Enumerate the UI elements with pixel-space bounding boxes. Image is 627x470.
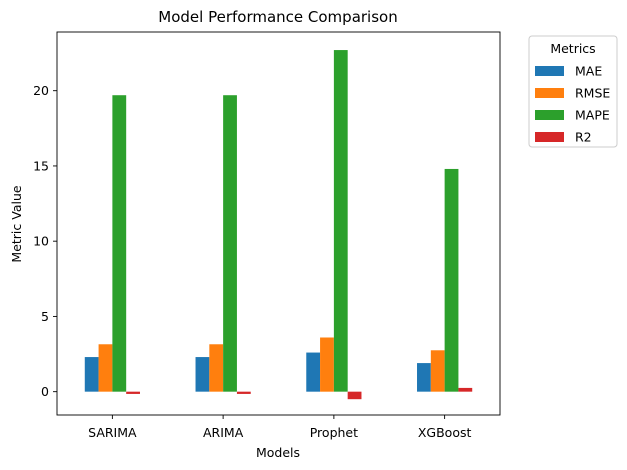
- axes-frame: [56, 31, 501, 416]
- bar-mae-arima: [195, 357, 210, 392]
- legend-label-mape: MAPE: [575, 108, 610, 123]
- legend-swatch-rmse: [535, 88, 564, 98]
- bar-mae-xgboost: [417, 363, 431, 392]
- legend-title: Metrics: [550, 41, 595, 56]
- x-tick-label: XGBoost: [418, 425, 472, 440]
- bar-rmse-xgboost: [430, 350, 445, 392]
- bar-mape-xgboost: [444, 168, 459, 392]
- x-tick-label: ARIMA: [203, 425, 244, 440]
- x-axis-label: Models: [256, 445, 300, 460]
- legend-label-mae: MAE: [575, 64, 602, 79]
- legend-label-rmse: RMSE: [575, 86, 610, 101]
- y-tick-label: 15: [33, 158, 49, 173]
- y-tick-label: 5: [41, 309, 49, 324]
- chart-title: Model Performance Comparison: [158, 8, 397, 26]
- bar-r2-sarima: [126, 391, 140, 394]
- x-tick-label: Prophet: [310, 425, 358, 440]
- bar-mape-prophet: [333, 50, 348, 392]
- bar-rmse-arima: [209, 344, 224, 392]
- bar-mape-arima: [223, 95, 237, 392]
- bar-mape-sarima: [112, 95, 127, 392]
- plot-area: 0 5 10 15 20 SARIMA ARIMA Prophet XGBoost: [33, 31, 501, 440]
- legend-swatch-mae: [535, 66, 564, 76]
- bar-r2-arima: [236, 391, 251, 394]
- y-tick-label: 0: [41, 384, 49, 399]
- legend: Metrics MAE RMSE MAPE R2: [528, 35, 618, 148]
- y-tick-label: 10: [33, 234, 49, 249]
- bar-rmse-prophet: [320, 337, 334, 392]
- y-tick-label: 20: [33, 83, 49, 98]
- bar-mae-sarima: [84, 357, 99, 392]
- legend-swatch-r2: [535, 132, 564, 142]
- x-tick-label: SARIMA: [88, 425, 137, 440]
- bar-r2-xgboost: [458, 387, 473, 392]
- bar-mae-prophet: [306, 352, 321, 392]
- bar-r2-prophet: [347, 391, 362, 400]
- legend-label-r2: R2: [575, 130, 592, 145]
- y-axis-label: Metric Value: [9, 185, 24, 262]
- bar-rmse-sarima: [98, 344, 113, 392]
- legend-swatch-mape: [535, 110, 564, 120]
